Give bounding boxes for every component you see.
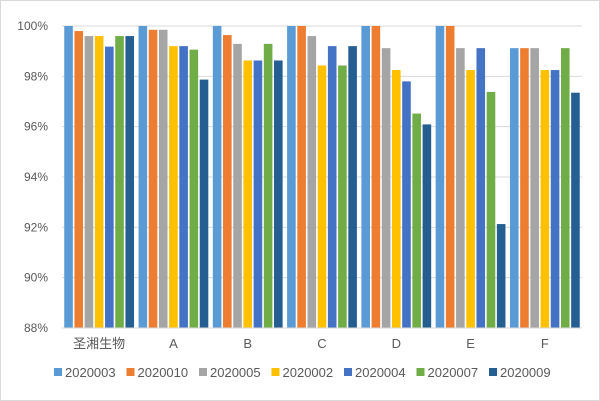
bar-2020004 <box>402 81 411 328</box>
bar-2020009 <box>422 124 432 328</box>
bar-2020009 <box>348 46 357 329</box>
bar-2020003 <box>138 26 148 328</box>
legend-swatch <box>126 368 135 376</box>
bar-2020002 <box>94 36 104 329</box>
bar-2020003 <box>361 26 370 328</box>
bar-2020005 <box>84 36 94 329</box>
bar-2020002 <box>466 70 475 329</box>
bar-2020005 <box>307 36 317 329</box>
bar-2020009 <box>274 60 283 328</box>
y-tick-label: 96% <box>24 120 48 134</box>
legend-swatch <box>271 368 280 376</box>
bar-2020002 <box>540 70 550 329</box>
bar-2020009 <box>571 92 580 328</box>
bar-2020010 <box>297 26 306 328</box>
bar-2020002 <box>317 65 327 329</box>
x-tick-label: 圣湘生物 <box>73 336 125 351</box>
bar-2020007 <box>560 48 570 328</box>
x-tick-label: D <box>392 336 401 351</box>
bar-2020004 <box>105 46 114 329</box>
bar-2020009 <box>496 224 506 328</box>
y-tick-label: 92% <box>24 220 48 234</box>
y-tick-label: 98% <box>24 69 48 83</box>
bar-2020005 <box>233 43 242 328</box>
legend-label: 2020007 <box>428 365 479 380</box>
bar-2020005 <box>158 29 168 329</box>
bar-2020010 <box>371 26 381 328</box>
bar-2020007 <box>115 36 124 329</box>
y-tick-label: 88% <box>24 321 48 335</box>
legend-label: 2020003 <box>65 365 116 380</box>
bar-2020009 <box>125 36 135 329</box>
bar-2020004 <box>253 60 263 328</box>
bar-2020010 <box>74 31 84 329</box>
bar-2020010 <box>223 35 232 329</box>
bar-2020002 <box>169 46 178 329</box>
bar-2020003 <box>64 26 73 328</box>
bar-2020002 <box>391 70 401 329</box>
bar-2020004 <box>327 46 337 329</box>
bar-2020004 <box>476 48 486 328</box>
x-tick-label: C <box>317 336 326 351</box>
x-tick-label: F <box>541 336 549 351</box>
legend-swatch <box>344 368 352 376</box>
bar-2020005 <box>456 48 465 328</box>
legend-label: 2020009 <box>500 365 551 380</box>
x-tick-label: A <box>169 336 178 351</box>
bar-2020003 <box>287 26 296 328</box>
legend-swatch <box>416 368 425 376</box>
bar-2020007 <box>412 113 421 328</box>
x-tick-label: E <box>466 336 475 351</box>
bar-2020007 <box>338 65 347 329</box>
y-tick-label: 90% <box>24 271 48 285</box>
bar-2020003 <box>212 26 222 328</box>
bar-2020010 <box>148 29 158 329</box>
bar-2020009 <box>199 79 209 328</box>
y-tick-label: 100% <box>17 19 48 33</box>
bar-2020003 <box>435 26 445 328</box>
bar-2020007 <box>263 43 273 328</box>
bar-2020005 <box>530 48 539 328</box>
bar-2020004 <box>179 46 188 329</box>
legend-swatch <box>489 368 497 376</box>
legend-swatch <box>54 368 62 376</box>
legend-label: 2020010 <box>138 365 189 380</box>
legend-swatch <box>199 368 207 376</box>
legend-label: 2020005 <box>210 365 261 380</box>
bar-2020010 <box>445 26 455 328</box>
bar-2020004 <box>550 70 560 329</box>
legend-label: 2020002 <box>283 365 334 380</box>
bar-2020005 <box>381 48 391 328</box>
bar-2020007 <box>486 91 496 328</box>
bar-2020010 <box>520 48 529 328</box>
bar-2020002 <box>243 60 253 328</box>
legend-label: 2020004 <box>355 365 406 380</box>
bar-2020003 <box>509 48 519 328</box>
bar-2020007 <box>189 49 199 328</box>
y-tick-label: 94% <box>24 170 48 184</box>
x-tick-label: B <box>243 336 252 351</box>
